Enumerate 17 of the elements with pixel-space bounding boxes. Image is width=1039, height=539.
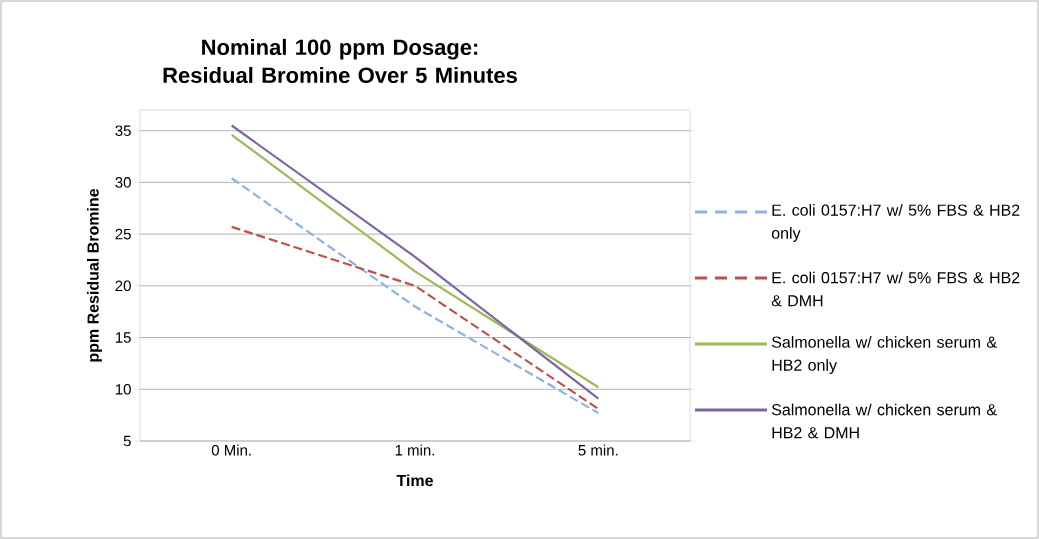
y-tick-label: 10 <box>115 383 131 395</box>
legend-label: Salmonella w/ chicken serum & HB2 & DMH <box>771 403 997 439</box>
legend-label: E. coli 0157:H7 w/ 5% FBS & HB2 only <box>771 204 1020 242</box>
legend-label: E. coli 0157:H7 w/ 5% FBS & HB2 & DMH <box>771 271 1020 307</box>
y-tick-label: 30 <box>115 177 131 188</box>
x-axis-title: Time <box>396 474 433 487</box>
chart-title: Nominal 100 ppm Dosage: Residual Bromine Over 5 Minutes <box>163 38 517 84</box>
x-tick-label: 0 Min. <box>211 444 251 456</box>
y-tick-label: 20 <box>115 280 131 292</box>
y-tick-label: 15 <box>115 332 131 343</box>
y-tick-label: 25 <box>115 228 131 240</box>
x-tick-label: 1 min. <box>395 444 435 456</box>
legend-label: Salmonella w/ chicken serum & HB2 only <box>771 336 997 374</box>
y-tick-label: 35 <box>115 125 131 136</box>
y-tick-label: 5 <box>123 435 131 447</box>
x-tick-label: 5 min. <box>578 444 618 456</box>
y-axis-title: ppm Residual Bromine <box>87 188 102 362</box>
